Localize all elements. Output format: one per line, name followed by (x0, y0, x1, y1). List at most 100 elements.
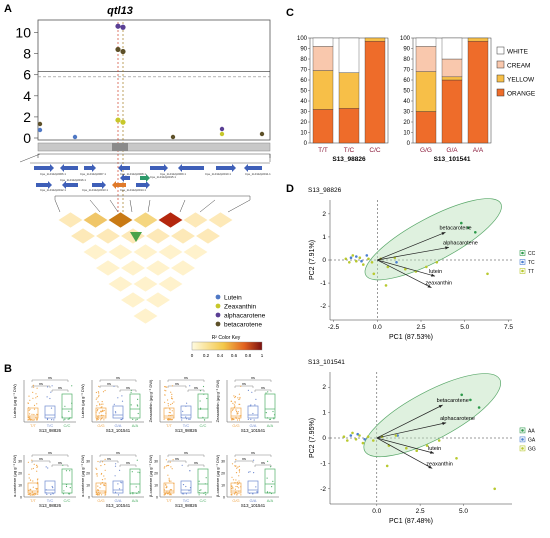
pca-point (365, 254, 369, 257)
boxplot-point (232, 486, 234, 488)
ld-cell (169, 259, 197, 277)
ld-cell (132, 211, 159, 229)
group-label: G/G (97, 498, 104, 503)
boxplot-point (136, 459, 138, 461)
boxplot-point (96, 410, 98, 412)
boxplot-point (104, 458, 106, 460)
boxplot-point (52, 493, 54, 495)
boxplot-point (181, 493, 183, 495)
boxplot-point (100, 465, 102, 467)
boxplot-point (168, 479, 170, 481)
boxplot-point (234, 395, 237, 398)
pca-point (425, 444, 429, 447)
gene-label: Cpe_1L0112p0016.1 (60, 178, 86, 182)
gene-arrow (36, 181, 52, 189)
qtl-threshold-lines (38, 71, 270, 78)
group-label: T/C (183, 498, 190, 503)
bar-segment-cream (312, 46, 334, 71)
box (112, 405, 124, 419)
loading-arrow (376, 422, 447, 439)
boxplot-point (36, 418, 38, 420)
boxplot-point (231, 476, 233, 478)
boxplot-point (255, 398, 257, 400)
ld-cell (194, 227, 222, 245)
pca-legend-label: AA (528, 428, 535, 434)
boxplot-point (171, 396, 173, 398)
pca-legend-label: GA (528, 437, 536, 443)
boxplot-point (101, 494, 103, 496)
group-ellipse (364, 198, 502, 281)
boxplot-point (37, 493, 39, 495)
bar-y-tick-label: 20 (300, 120, 307, 126)
boxplot-point (29, 416, 31, 418)
boxplot-point (115, 463, 117, 465)
group-label: G/A (250, 498, 257, 503)
sig-label: ns (107, 457, 111, 461)
pca-point (474, 231, 477, 234)
ld-cell (157, 243, 184, 261)
boxplot-point (28, 493, 30, 495)
bar-y-tick-label: 50 (300, 89, 307, 95)
boxplot-point (181, 464, 183, 466)
pca-point (437, 439, 441, 442)
gene-label: Cpe_1L0112p0008.1 (120, 172, 146, 176)
boxplot-point (47, 386, 49, 388)
loading-label: alphacarotene (440, 416, 475, 422)
boxplot-point (46, 493, 48, 495)
loading-arrowhead (427, 284, 432, 288)
boxplot-point (199, 390, 202, 392)
panel-c-label: C (286, 7, 294, 19)
boxplot-point (68, 493, 70, 495)
box (95, 407, 107, 419)
bar-segment-yellow (364, 37, 386, 42)
boxplot-point (63, 419, 65, 421)
boxplot-point (29, 494, 31, 496)
boxplot-point (113, 403, 115, 405)
boxplot-point (164, 389, 166, 391)
bar-y-tick-label: 70 (300, 68, 307, 74)
qtl-point (37, 127, 43, 133)
genotype-color-legend: WHITE CREAM YELLOW ORANGE (496, 46, 536, 98)
loading-arrow (377, 259, 436, 277)
boxplot-point (164, 386, 166, 388)
boxplot-point (234, 405, 236, 407)
boxplot-point (167, 403, 169, 405)
pca-point (356, 432, 360, 436)
loading-arrow (377, 259, 432, 289)
boxplot-point (130, 391, 132, 393)
bar-y-tick-label: 20 (403, 120, 410, 126)
boxplot-point (235, 458, 237, 461)
qtl-y-tick-label: 2 (23, 109, 31, 125)
boxplot-point (68, 410, 70, 412)
pca-point (493, 487, 497, 491)
pca-x-tick-label: 0.0 (373, 324, 382, 331)
pca-legend-dot (521, 269, 524, 273)
boxplot-point (254, 404, 256, 406)
boxplot-point (235, 409, 237, 411)
box (163, 482, 175, 494)
boxplot-point (53, 419, 55, 421)
gene-arrow (118, 164, 130, 172)
boxplot-point (238, 419, 241, 421)
qtl-legend: Lutein Zeaxanthin alphacarotene betacaroten… (215, 295, 266, 329)
pca-point (360, 259, 363, 263)
pca-x-label: PC1 (87.53%) (389, 334, 433, 341)
pca-legend-dot (521, 251, 524, 255)
boxplot-point (185, 416, 187, 418)
boxplot-point (104, 463, 106, 466)
boxplot-point (167, 399, 169, 401)
sig-bracket (31, 454, 69, 457)
qtl-peak-point (115, 46, 121, 53)
boxplot-point (239, 403, 241, 405)
boxplot-point (247, 389, 249, 391)
boxplot-point (95, 391, 97, 394)
pca-y-tick-label: 0 (322, 435, 326, 442)
group-label: T/C (47, 498, 54, 503)
bar-chart-title: S13_98826 (332, 156, 366, 163)
boxplot-point (69, 470, 71, 472)
sig-bracket (187, 464, 205, 467)
boxplot-point (181, 419, 183, 421)
group-label: G/G (97, 423, 104, 428)
boxplot-y-label: α-carotene (µg g⁻¹ DW) (12, 454, 17, 497)
